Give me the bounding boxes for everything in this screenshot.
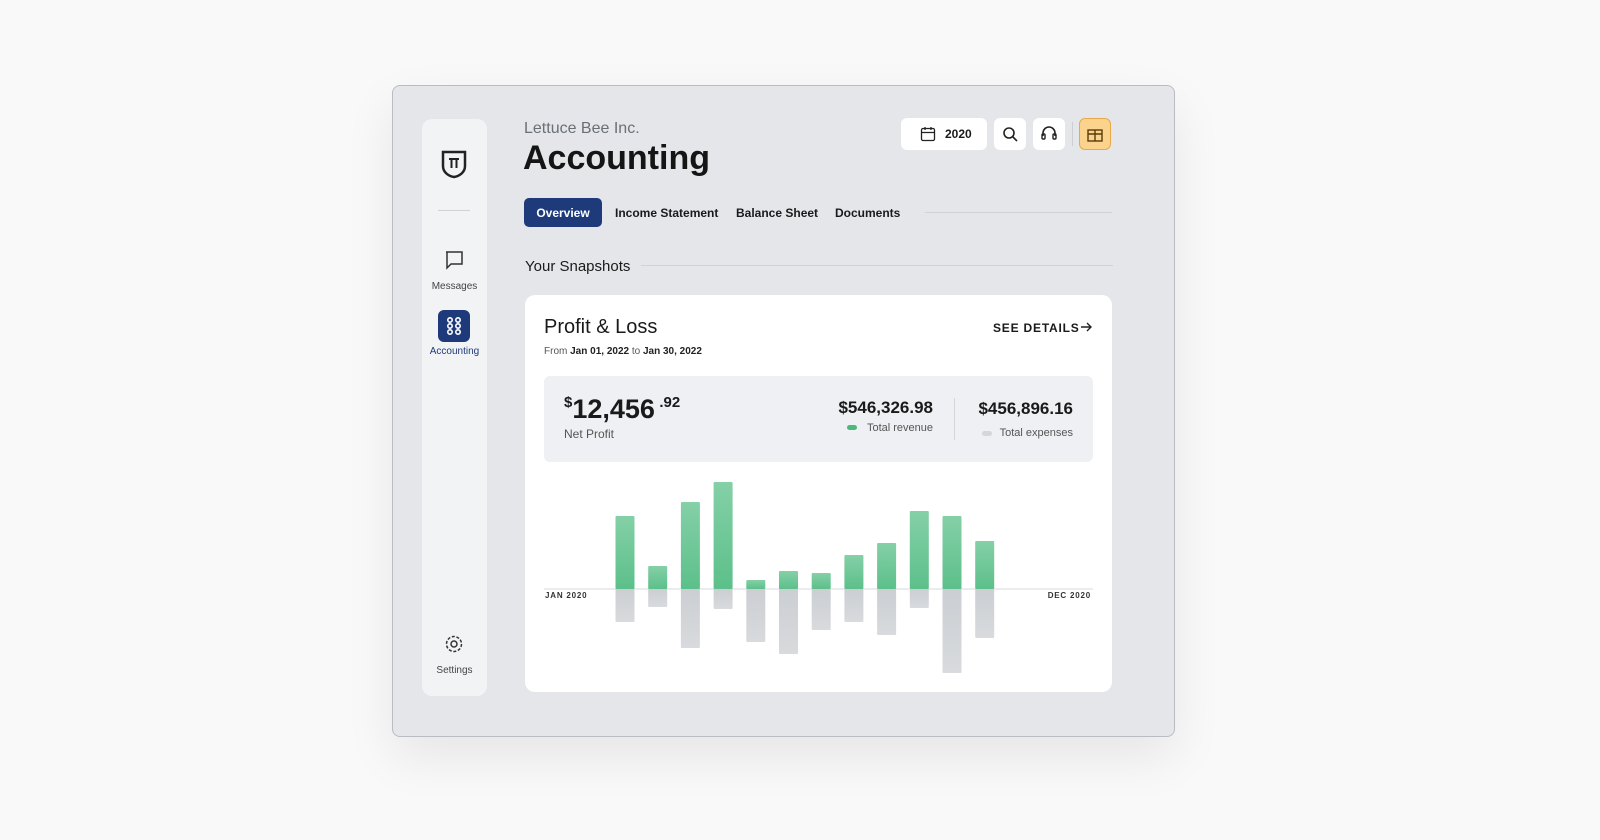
expense-bar — [779, 589, 798, 654]
net-profit-label: Net Profit — [564, 427, 615, 441]
nav-label[interactable]: Settings — [436, 665, 473, 676]
toolbar-divider — [1072, 122, 1073, 146]
expense-bar — [909, 589, 929, 608]
expense-bar — [942, 589, 962, 673]
icon — [447, 317, 461, 335]
search-button[interactable] — [994, 118, 1026, 150]
revenue-bar — [909, 511, 929, 589]
expense-bar — [811, 589, 831, 630]
text: From — [544, 346, 568, 357]
accounting-icon[interactable] — [438, 310, 470, 342]
summary-divider — [954, 398, 955, 440]
cents: .92 — [659, 394, 681, 411]
date-range: From Jan 01, 2022 to Jan 30, 2022 — [544, 346, 702, 357]
gift-button[interactable] — [1079, 118, 1111, 150]
revenue-bar — [746, 580, 766, 589]
expense-bar — [713, 589, 733, 609]
revenue-bar — [877, 543, 897, 589]
revenue-bar — [779, 571, 798, 589]
section-rule — [641, 265, 1113, 266]
net-profit: $12,456 .92 — [564, 394, 680, 425]
revenue-bar — [615, 516, 635, 589]
logo — [441, 150, 467, 179]
nav-label[interactable]: Messages — [431, 281, 478, 292]
x-end-label: DEC 2020 — [1048, 591, 1091, 600]
expenses-label: Total expenses — [999, 427, 1073, 439]
x-start-label: JAN 2020 — [545, 591, 587, 600]
support-button[interactable] — [1033, 118, 1065, 150]
tab-label[interactable]: Income Statement — [615, 206, 719, 220]
summary — [544, 376, 1093, 462]
expense-bar — [844, 589, 864, 622]
card-title: Profit & Loss — [544, 316, 658, 338]
section-title: Your Snapshots — [525, 258, 631, 275]
year: 2020 — [945, 127, 972, 141]
expense-bar — [648, 589, 668, 607]
expense-bar — [975, 589, 995, 638]
messages-icon[interactable] — [444, 250, 464, 270]
tab-label[interactable]: Overview — [536, 206, 590, 220]
text: to — [631, 346, 641, 357]
year-button[interactable]: 2020 — [901, 118, 987, 150]
nav-label[interactable]: Accounting — [429, 346, 480, 357]
revenue-label: Total revenue — [866, 422, 933, 434]
date: Jan 01, 2022 — [570, 346, 630, 357]
legend-swatch — [982, 431, 992, 436]
revenue-bar — [648, 566, 668, 589]
revenue-bar — [975, 541, 995, 589]
amount: 12,456 — [572, 394, 655, 424]
search-icon — [1003, 127, 1018, 142]
expenses-amount: $456,896.16 — [978, 399, 1073, 418]
revenue-bar — [844, 555, 864, 589]
expense-bar — [746, 589, 766, 642]
expense-bar — [877, 589, 897, 635]
chart: JAN 2020 DEC 2020 — [544, 482, 1093, 673]
divider — [438, 210, 470, 211]
date: Jan 30, 2022 — [642, 346, 702, 357]
revenue-amount: $546,326.98 — [838, 398, 933, 417]
revenue-bar — [680, 502, 700, 589]
expense-bar — [680, 589, 700, 648]
page-title: Accounting — [523, 139, 710, 177]
expense-bar — [615, 589, 635, 622]
calendar-icon — [920, 127, 936, 142]
tab[interactable] — [524, 198, 602, 227]
legend-swatch — [847, 425, 857, 430]
arrow-icon[interactable] — [1080, 321, 1093, 333]
revenue-bar — [713, 482, 733, 589]
gift-icon — [1087, 129, 1103, 142]
currency: $ — [564, 394, 573, 411]
settings-icon[interactable] — [444, 634, 464, 654]
headset-icon — [1041, 126, 1057, 140]
sidebar — [422, 119, 487, 696]
see-details[interactable]: SEE DETAILS — [993, 321, 1080, 335]
tab-label[interactable]: Balance Sheet — [736, 206, 819, 220]
company: Lettuce Bee Inc. — [524, 120, 640, 137]
tab-label[interactable]: Documents — [835, 206, 901, 220]
revenue-bar — [811, 573, 831, 589]
tab-rule — [925, 212, 1112, 213]
revenue-bar — [942, 516, 962, 589]
